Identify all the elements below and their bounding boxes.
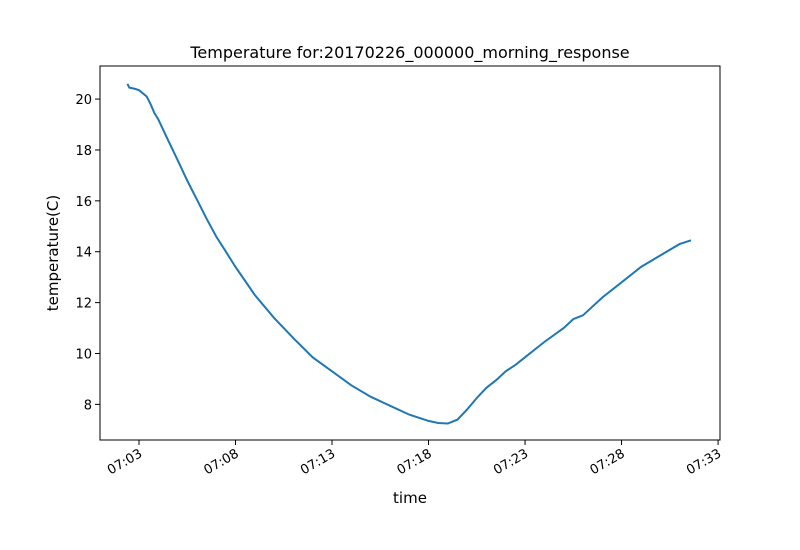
x-axis: 07:03 07:08 07:13 07:18 07:23 07:28 07:33: [105, 440, 724, 478]
y-tick-label: 16: [75, 195, 92, 210]
chart-title: Temperature for:20170226_000000_morning_…: [189, 43, 629, 63]
plot-area: [99, 65, 721, 441]
y-tick-label: 12: [75, 297, 92, 312]
y-tick-label: 20: [75, 93, 92, 108]
x-tick-label: 07:03: [105, 446, 145, 478]
x-tick-label: 07:23: [491, 446, 531, 478]
x-tick-label: 07:13: [298, 446, 338, 478]
y-tick-label: 8: [84, 398, 92, 413]
y-axis-title: temperature(C): [44, 195, 62, 311]
x-tick-label: 07:08: [202, 446, 242, 478]
temperature-series-line: [126, 83, 692, 425]
x-tick-label: 07:18: [395, 446, 435, 478]
y-tick-label: 10: [75, 347, 92, 362]
x-axis-title: time: [393, 489, 427, 507]
y-tick-label: 14: [75, 246, 92, 261]
y-axis: 8 10 12 14 16 18 20: [75, 93, 100, 413]
y-tick-label: 18: [75, 144, 92, 159]
x-tick-label: 07:33: [684, 446, 724, 478]
x-tick-label: 07:28: [588, 446, 628, 478]
